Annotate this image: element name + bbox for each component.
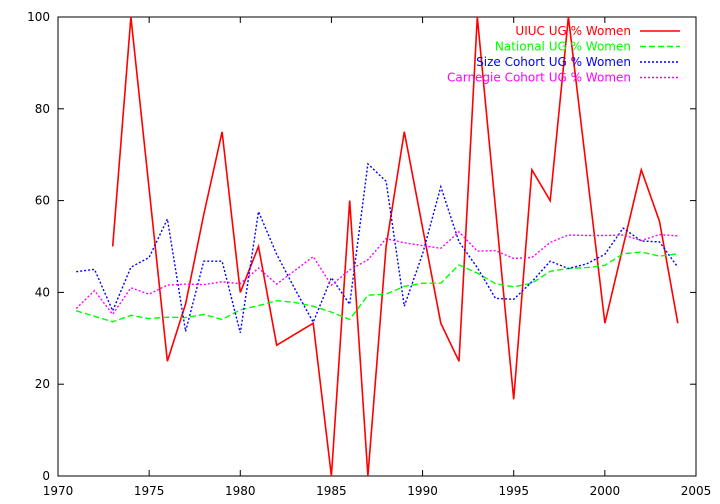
y-tick-label: 20 [35, 377, 50, 391]
x-tick-label: 1970 [43, 484, 74, 498]
y-tick-label: 0 [42, 469, 50, 483]
x-tick-label: 1995 [498, 484, 529, 498]
plot-frame [57, 16, 697, 477]
y-axis: 0 20 40 60 80 100 [27, 10, 696, 483]
y-tick-label: 100 [27, 10, 50, 24]
y-tick-label: 40 [35, 285, 50, 299]
legend-label-1: UIUC UG % Women [515, 24, 631, 38]
x-tick-label: 1980 [225, 484, 256, 498]
legend-label-2: National UG % Women [495, 40, 631, 54]
series-line-4 [75, 230, 678, 316]
x-tick-label: 2005 [681, 484, 712, 498]
legend-label-3: Size Cohort UG % Women [476, 55, 631, 69]
x-tick-label: 1975 [134, 484, 165, 498]
x-tick-label: 1985 [316, 484, 347, 498]
y-tick-label: 60 [35, 194, 50, 208]
series-line-1 [111, 16, 679, 477]
series-line-2 [75, 251, 678, 323]
x-tick-label: 2000 [590, 484, 621, 498]
legend-label-4: Carnegie Cohort UG % Women [447, 71, 631, 85]
series-line-3 [76, 162, 679, 333]
y-tick-label: 80 [35, 102, 50, 116]
x-tick-label: 1990 [407, 484, 438, 498]
series-layer [75, 16, 679, 477]
x-axis: 1970 1975 1980 1985 1990 1995 2000 2005 [43, 17, 712, 498]
